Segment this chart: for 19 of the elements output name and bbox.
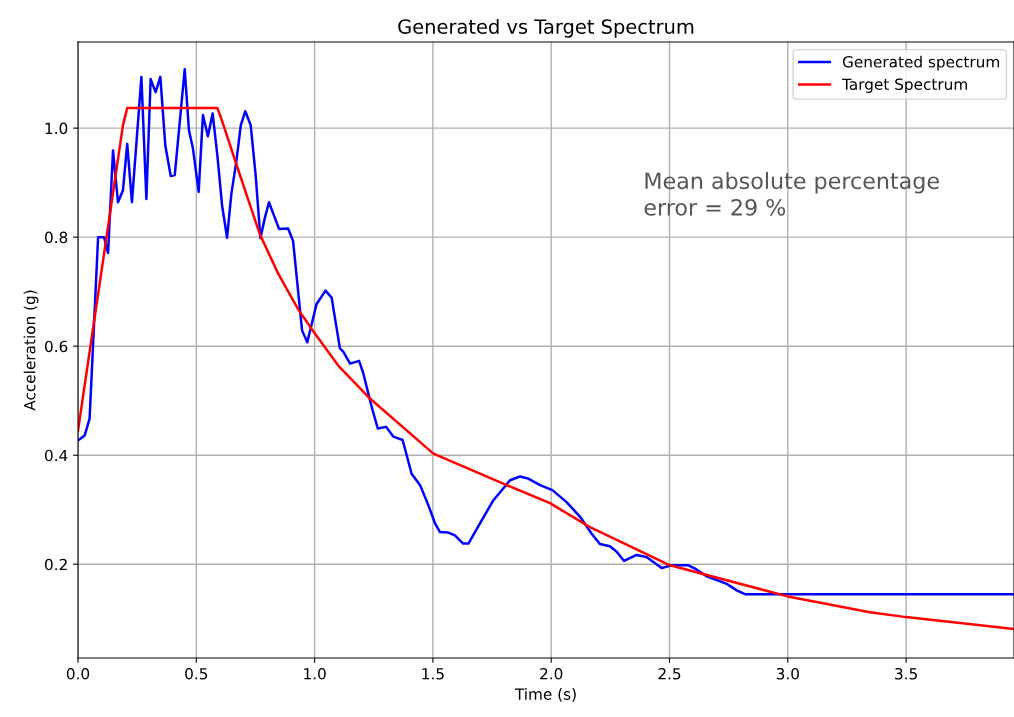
x-tick-label: 0.5 [185,667,208,680]
y-tick-label: 0.2 [44,558,67,571]
x-tick-label: 3.0 [776,667,799,680]
x-tick-label: 2.5 [658,667,681,680]
legend-label: Generated spectrum [842,55,999,71]
y-tick-label: 1.0 [45,122,68,135]
y-tick-label: 0.4 [44,449,68,462]
y-tick-label: 0.8 [44,231,68,244]
x-tick-label: 1.0 [304,667,326,680]
annotation: Mean absolute percentage error = 29 % [644,171,939,216]
x-tick-label: 1.5 [422,668,444,680]
y-tick-label: 0.6 [44,340,68,353]
chart-title: Generated vs Target Spectrum [398,18,694,38]
x-tick-label: 3.5 [895,667,917,680]
y-axis-title: Acceleration (g) [23,290,39,411]
x-tick-label: 2.0 [540,667,563,680]
legend-label: Target Spectrum [842,78,967,93]
x-tick-label: 0.0 [66,667,90,680]
x-axis-title: Time (s) [514,688,576,702]
